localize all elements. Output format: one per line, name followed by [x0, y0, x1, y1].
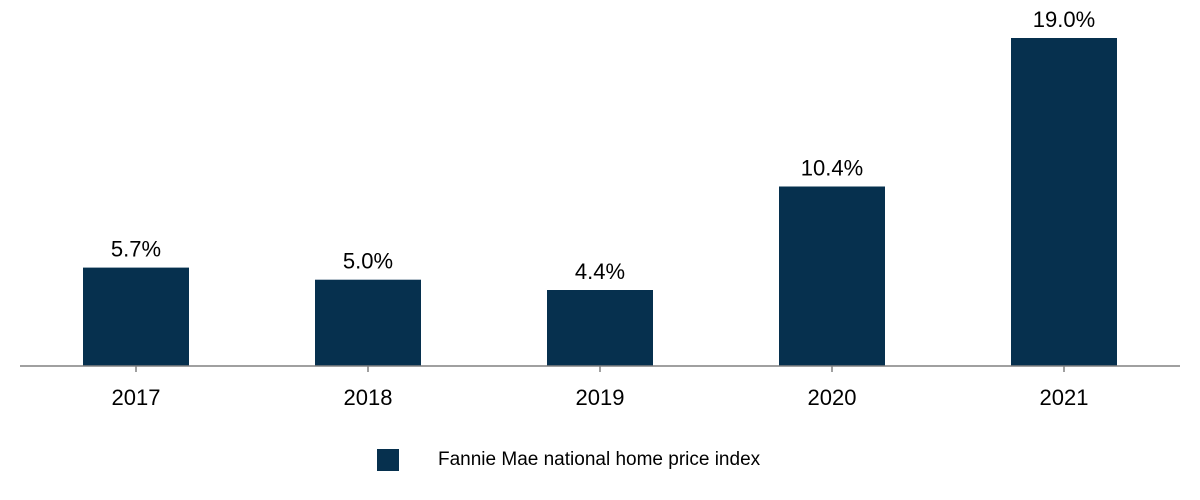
- value-label-2019: 4.4%: [575, 259, 625, 284]
- bar-2017: [83, 267, 189, 366]
- x-tick-label-2021: 2021: [1040, 385, 1089, 410]
- legend-swatch: [377, 449, 399, 471]
- bar-2020: [779, 186, 885, 366]
- x-tick-label-2018: 2018: [344, 385, 393, 410]
- bar-2018: [315, 279, 421, 366]
- x-ticks-group: [135, 366, 1065, 372]
- bars-group: [83, 38, 1117, 366]
- legend-label: Fannie Mae national home price index: [438, 449, 761, 470]
- x-tick-label-2017: 2017: [112, 385, 161, 410]
- legend: Fannie Mae national home price index: [377, 449, 760, 471]
- value-label-2017: 5.7%: [111, 237, 161, 262]
- bar-2021: [1011, 38, 1117, 366]
- value-labels-group: 5.7% 5.0% 4.4% 10.4% 19.0%: [111, 7, 1095, 284]
- bar-chart: 5.7% 5.0% 4.4%10.4%19.0% 2017 2018 2019 2020 2…: [20, 7, 1180, 410]
- x-tick-labels-group: 2017 2018 2019 2020 2021: [112, 385, 1089, 410]
- x-tick-label-2019: 2019: [576, 385, 625, 410]
- bar-2019: [547, 290, 653, 366]
- value-label-2018: 5.0%: [343, 249, 393, 274]
- value-label-2021: 19.0%: [1033, 7, 1095, 32]
- x-tick-label-2020: 2020: [808, 385, 857, 410]
- value-label-2020: 10.4%: [801, 156, 863, 181]
